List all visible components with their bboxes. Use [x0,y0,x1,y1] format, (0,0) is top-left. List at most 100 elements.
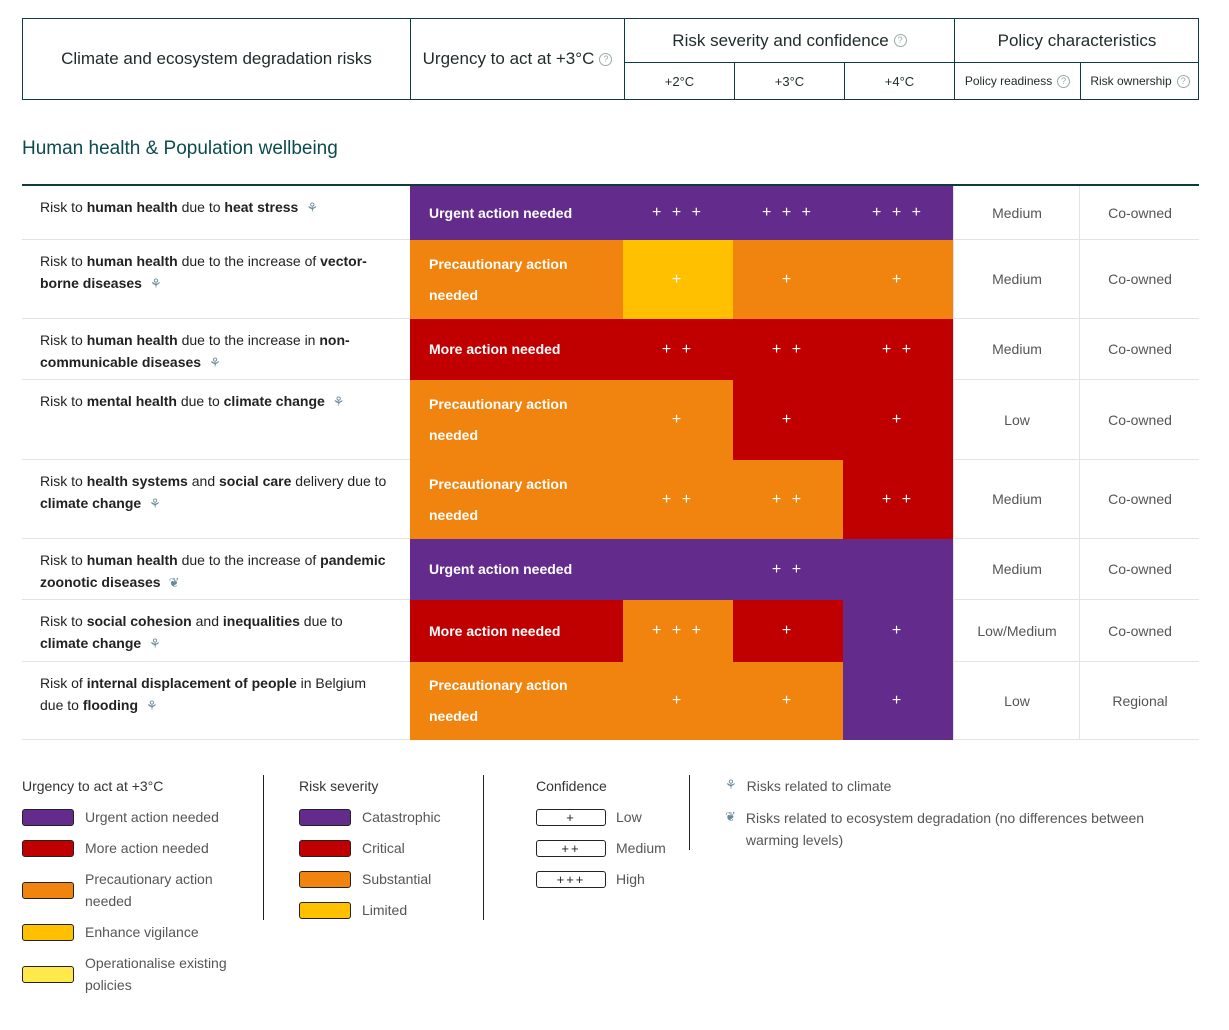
table-row: Risk to social cohesion and inequalities… [22,600,1199,662]
severity-cell: + + [623,539,953,600]
climate-icon: ⚘ [146,698,158,713]
color-swatch [299,808,351,826]
header-policy: Policy characteristics [955,19,1199,63]
legend-severity: Risk severity Catastrophic Critical Substan… [299,775,479,930]
risk-text: Risk to [40,552,87,568]
legend-item: ++ Medium [536,837,686,859]
urgency-cell: More action needed [410,319,623,380]
legend-item: +++ High [536,868,686,890]
header-urgency: Urgency to act at +3°C? [411,19,625,99]
policy-readiness: Low [953,662,1080,739]
urgency-cell: Precautionary action needed [410,460,623,539]
table-row: Risk to human health due to heat stress ⚘… [22,186,1199,240]
header-readiness: Policy readiness? [955,63,1081,99]
color-swatch [299,839,351,857]
color-swatch [22,923,74,941]
urgency-cell: More action needed [410,600,623,662]
help-icon[interactable]: ? [893,34,907,47]
legend-label: Medium [616,840,666,856]
climate-icon: ⚘ [725,777,737,792]
legend-urgency: Urgency to act at +3°C Urgent action need… [22,775,252,1005]
legend-item: ⚘ Risks related to climate [725,775,1145,797]
urgency-cell: Precautionary action needed [410,240,623,319]
risk-keyword: health systems [86,473,188,489]
legend-item: Operationalise existing policies [22,952,252,996]
risk-keyword: pandemic zoonotic diseases [40,552,386,590]
color-swatch [22,808,74,826]
severity-cell: + [733,240,843,319]
policy-readiness: Medium [953,460,1080,538]
urgency-cell: Urgent action needed [410,186,623,240]
risk-text: in Belgium due to [40,675,366,713]
legend-item: + Low [536,806,686,828]
legend-label: Catastrophic [362,809,441,825]
help-icon[interactable]: ? [599,52,613,66]
severity-cell: + [843,662,953,740]
climate-icon: ⚘ [149,276,162,291]
severity-cell: + + + [733,186,843,240]
risk-text: due to the increase of [177,253,321,269]
climate-icon: ⚘ [306,200,318,215]
risk-ownership: Co-owned [1079,600,1200,661]
policy-readiness: Medium [953,186,1080,239]
climate-icon: ⚘ [149,636,161,651]
confidence-swatch: +++ [536,870,606,888]
help-icon[interactable]: ? [1176,74,1190,88]
risk-label: Risk to human health due to the increase… [40,250,390,295]
table-row: Risk of internal displacement of people … [22,662,1199,740]
risk-keyword: human health [86,332,178,348]
risk-keyword: human health [86,199,178,215]
table-row: Risk to health systems and social care d… [22,460,1199,539]
legend-icons: ⚘ Risks related to climate ❦ Risks related … [725,775,1145,861]
risk-label: Risk to health systems and social care d… [40,470,390,515]
risk-text: due to [176,393,224,409]
risk-keyword: non-communicable diseases [40,332,350,370]
severity-cell: + + [623,460,733,539]
legend-title: Confidence [536,778,607,794]
climate-icon: ⚘ [149,496,161,511]
risk-text: due to the increase in [177,332,320,348]
risk-keyword: climate change [40,495,142,511]
risk-label: Risk to human health due to heat stress ⚘ [40,196,390,219]
severity-cell: + + + [623,186,733,240]
legend-label: More action needed [85,840,209,856]
severity-cell: + [843,380,953,460]
policy-readiness: Low/Medium [953,600,1080,661]
risk-ownership: Co-owned [1079,186,1200,239]
table-row: Risk to human health due to the increase… [22,240,1199,319]
table-row: Risk to mental health due to climate cha… [22,380,1199,460]
legend-label: Low [616,809,642,825]
legend-item: Limited [299,899,479,921]
severity-cell: + [733,600,843,662]
confidence-swatch: ++ [536,839,606,857]
legend-item: Catastrophic [299,806,479,828]
legend-label: Substantial [362,871,432,887]
severity-cell: + [733,662,843,740]
legend-title: Urgency to act at +3°C [22,778,164,794]
risk-ownership: Regional [1079,662,1200,739]
leaf-icon: ❦ [168,575,180,590]
risk-text: Risk to [40,199,87,215]
divider [689,775,690,850]
policy-readiness: Medium [953,240,1080,318]
risk-text: Risk to [40,393,87,409]
color-swatch [22,881,74,899]
climate-icon: ⚘ [209,355,221,370]
risk-text: delivery due to [291,473,387,489]
help-icon[interactable]: ? [1057,74,1071,88]
risk-keyword: mental health [86,393,177,409]
severity-cell: + [843,600,953,662]
risk-keyword: human health [86,552,178,568]
severity-cell: + [623,380,733,460]
risk-ownership: Co-owned [1079,539,1200,599]
risk-keyword: social care [219,473,292,489]
risk-ownership: Co-owned [1079,380,1200,459]
risk-keyword: inequalities [222,613,300,629]
severity-cell: + + [623,319,733,380]
color-swatch [299,901,351,919]
table-row: Risk to human health due to the increase… [22,539,1199,600]
risk-ownership: Co-owned [1079,319,1200,379]
header-temp-3: +3°C [735,63,845,99]
risk-keyword: heat stress [224,199,299,215]
severity-cell: + + [843,319,953,380]
